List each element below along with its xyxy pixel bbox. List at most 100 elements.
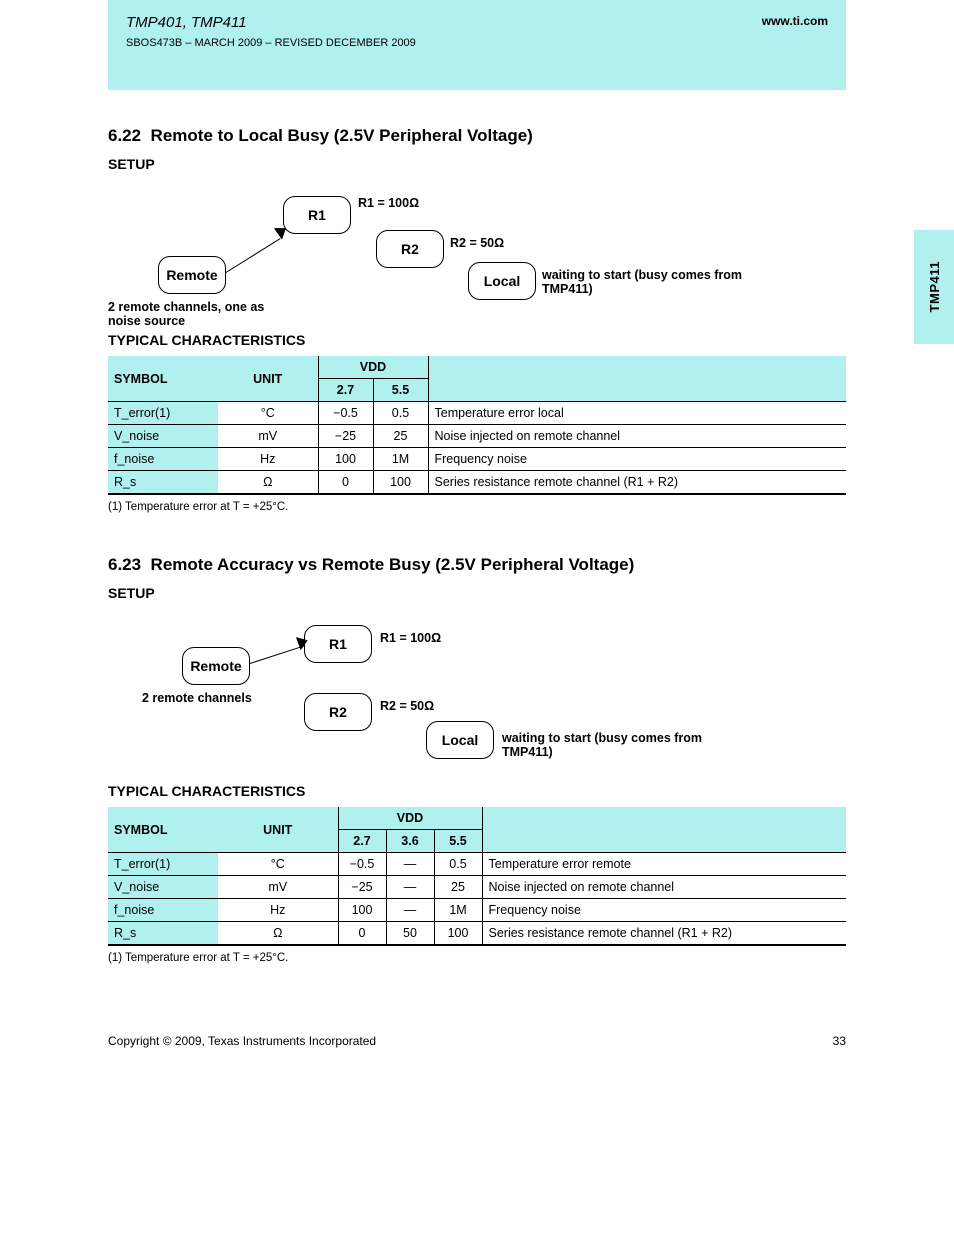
page: TMP411 TMP401, TMP411 SBOS473B – MARCH 2… — [0, 0, 954, 1048]
table-row: R_sΩ0100Series resistance remote channel… — [108, 471, 846, 495]
cell-max: 25 — [373, 425, 428, 448]
typical-heading-1: TYPICAL CHARACTERISTICS — [108, 332, 846, 348]
cell-max: 1M — [373, 448, 428, 471]
r1-val-2: R1 = 100Ω — [380, 631, 441, 645]
cell-desc: Series resistance remote channel (R1 + R… — [428, 471, 846, 495]
th-sub-b-2: 3.6 — [386, 830, 434, 853]
r1-val-1: R1 = 100Ω — [358, 196, 419, 210]
th-symbol-2: SYMBOL — [108, 807, 218, 853]
row-label: V_noise — [108, 425, 218, 448]
header-product: TMP401, TMP411 — [126, 14, 416, 31]
th-max-1: 5.5 — [373, 379, 428, 402]
cell-desc: Frequency noise — [482, 899, 846, 922]
cell-unit: °C — [218, 402, 318, 425]
table-row: f_noiseHz100—1MFrequency noise — [108, 899, 846, 922]
cell-value: 25 — [434, 876, 482, 899]
header-block: TMP401, TMP411 SBOS473B – MARCH 2009 – R… — [108, 0, 846, 90]
cell-desc: Noise injected on remote channel — [482, 876, 846, 899]
cell-unit: Ω — [218, 471, 318, 495]
cell-unit: Hz — [218, 448, 318, 471]
section-6-22-title: 6.22 Remote to Local Busy (2.5V Peripher… — [108, 126, 846, 146]
cell-min: −25 — [318, 425, 373, 448]
cell-value: 0 — [338, 922, 386, 946]
cell-desc: Frequency noise — [428, 448, 846, 471]
cell-unit: mV — [218, 425, 318, 448]
cell-value: — — [386, 853, 434, 876]
table1-header-row: SYMBOL UNIT VDD — [108, 356, 846, 379]
footer-page-number: 33 — [833, 1034, 846, 1048]
th-desc-2 — [482, 807, 846, 853]
pill-local-2: Local — [426, 721, 494, 759]
header-link: www.ti.com — [762, 14, 828, 28]
typical-heading-2: TYPICAL CHARACTERISTICS — [108, 783, 846, 799]
cell-desc: Noise injected on remote channel — [428, 425, 846, 448]
side-tab-label: TMP411 — [927, 261, 942, 312]
pill-r2-1: R2 — [376, 230, 444, 268]
th-unit-1: UNIT — [218, 356, 318, 402]
cell-min: 0 — [318, 471, 373, 495]
cell-value: 1M — [434, 899, 482, 922]
pill-r1-2: R1 — [304, 625, 372, 663]
r2-val-1: R2 = 50Ω — [450, 236, 504, 250]
row-label: f_noise — [108, 899, 218, 922]
cell-min: 100 — [318, 448, 373, 471]
cell-value: −0.5 — [338, 853, 386, 876]
th-vdd-2: VDD — [338, 807, 482, 830]
side-tab: TMP411 — [914, 230, 954, 344]
table2-header-row: SYMBOL UNIT VDD — [108, 807, 846, 830]
r2-val-2: R2 = 50Ω — [380, 699, 434, 713]
cell-value: — — [386, 899, 434, 922]
pill-r2-2: R2 — [304, 693, 372, 731]
content: 6.22 Remote to Local Busy (2.5V Peripher… — [108, 126, 846, 964]
arrow-1 — [226, 238, 281, 273]
cell-value: 100 — [434, 922, 482, 946]
th-vdd-1: VDD — [318, 356, 428, 379]
remote-caption-2: 2 remote channels — [142, 691, 282, 705]
setup-heading-2: SETUP — [108, 585, 846, 601]
th-desc-1 — [428, 356, 846, 402]
cell-value: 0.5 — [434, 853, 482, 876]
table-row: T_error(1)°C−0.50.5Temperature error loc… — [108, 402, 846, 425]
footnote-2: (1) Temperature error at T = +25°C. — [108, 952, 846, 964]
setup-heading-1: SETUP — [108, 156, 846, 172]
cell-unit: Hz — [218, 899, 338, 922]
table-row: R_sΩ050100Series resistance remote chann… — [108, 922, 846, 946]
cell-desc: Series resistance remote channel (R1 + R… — [482, 922, 846, 946]
cell-value: −25 — [338, 876, 386, 899]
cell-value: 100 — [338, 899, 386, 922]
row-label: V_noise — [108, 876, 218, 899]
row-label: R_s — [108, 922, 218, 946]
cell-unit: Ω — [218, 922, 338, 946]
cell-unit: °C — [218, 853, 338, 876]
footnote-1: (1) Temperature error at T = +25°C. — [108, 501, 846, 513]
pill-remote-2: Remote — [182, 647, 250, 685]
th-symbol-1: SYMBOL — [108, 356, 218, 402]
th-unit-2: UNIT — [218, 807, 338, 853]
cell-max: 0.5 — [373, 402, 428, 425]
local-caption-2: waiting to start (busy comes from TMP411… — [502, 731, 742, 759]
local-caption-1: waiting to start (busy comes from TMP411… — [542, 268, 782, 296]
row-label: T_error(1) — [108, 402, 218, 425]
table-row: f_noiseHz1001MFrequency noise — [108, 448, 846, 471]
pill-remote-1: Remote — [158, 256, 226, 294]
pill-r1-1: R1 — [283, 196, 351, 234]
row-label: T_error(1) — [108, 853, 218, 876]
header-docnum: SBOS473B – MARCH 2009 – REVISED DECEMBER… — [126, 37, 416, 49]
footer-copyright: Copyright © 2009, Texas Instruments Inco… — [108, 1034, 376, 1048]
arrow-2 — [250, 645, 305, 664]
pill-local-1: Local — [468, 262, 536, 300]
table-1: SYMBOL UNIT VDD 2.7 5.5 T_error(1)°C−0.5… — [108, 356, 846, 495]
table-2: SYMBOL UNIT VDD 2.7 3.6 5.5 T_error(1)°C… — [108, 807, 846, 946]
section-6-23-title: 6.23 Remote Accuracy vs Remote Busy (2.5… — [108, 555, 846, 575]
cell-min: −0.5 — [318, 402, 373, 425]
diagram-2: Remote R1 R2 Local 2 remote channels R1 … — [108, 607, 846, 777]
cell-value: — — [386, 876, 434, 899]
cell-value: 50 — [386, 922, 434, 946]
cell-desc: Temperature error local — [428, 402, 846, 425]
remote-caption-1: 2 remote channels, one as noise source — [108, 300, 278, 328]
cell-desc: Temperature error remote — [482, 853, 846, 876]
th-sub-c-2: 5.5 — [434, 830, 482, 853]
table-row: T_error(1)°C−0.5—0.5Temperature error re… — [108, 853, 846, 876]
cell-max: 100 — [373, 471, 428, 495]
th-min-1: 2.7 — [318, 379, 373, 402]
